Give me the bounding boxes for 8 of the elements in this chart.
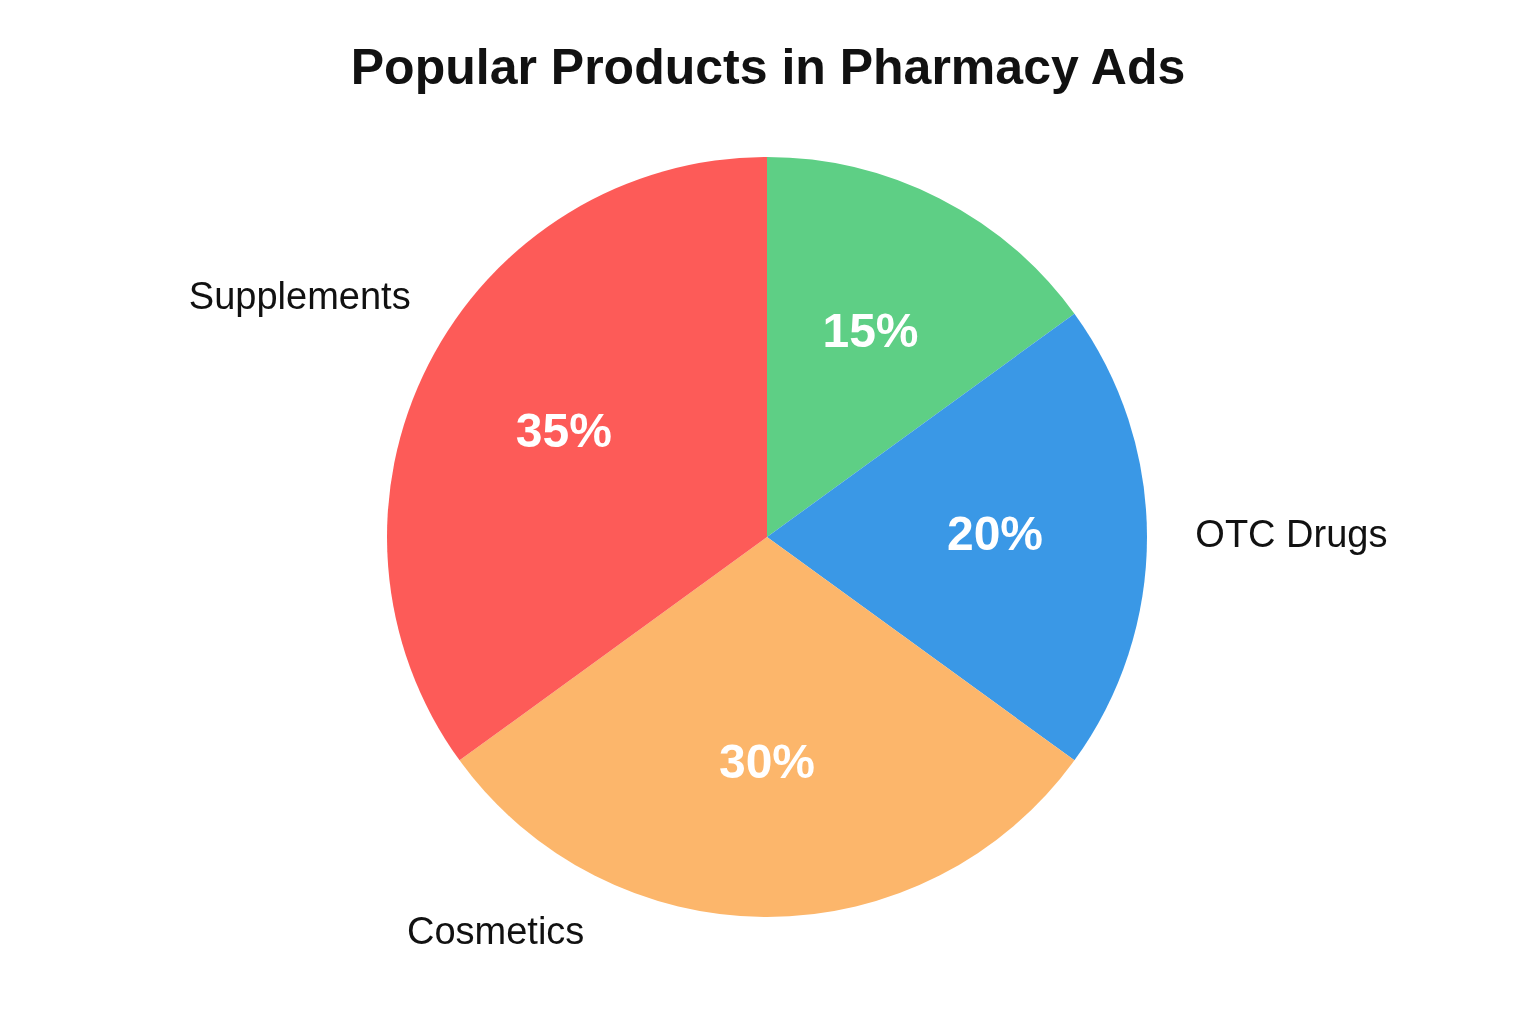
slice-label: Cosmetics xyxy=(406,910,585,953)
slice-label: OTC Drugs xyxy=(1195,513,1388,556)
data-label: 35% xyxy=(515,403,612,457)
chart-title: Popular Products in Pharmacy Ads xyxy=(350,38,1186,95)
slice-label: Supplements xyxy=(188,275,411,318)
data-label: 30% xyxy=(718,735,816,789)
data-label: 20% xyxy=(946,507,1044,561)
data-label: 15% xyxy=(822,304,919,358)
